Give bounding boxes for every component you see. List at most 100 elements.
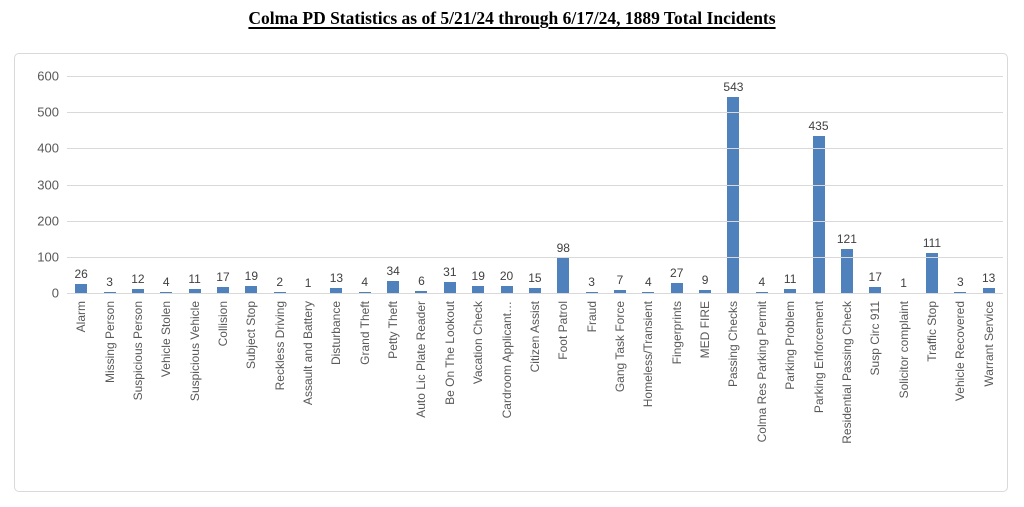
bar [188, 289, 201, 293]
bar-column: 3 [95, 76, 123, 293]
x-label-column: Suspicious Vehicle [180, 297, 208, 487]
x-label-column: Homeless/Transient [634, 297, 662, 487]
bar-value-label: 13 [981, 271, 996, 286]
x-label-column: Vacation Check [464, 297, 492, 487]
bar-column: 15 [521, 76, 549, 293]
x-axis-label: Reckless Driving [272, 301, 287, 391]
bar-value-label: 111 [922, 235, 942, 250]
bar-value-label: 17 [216, 269, 230, 284]
bar-value-label: 19 [244, 269, 259, 284]
x-label-column: Solicitor complaint [889, 297, 917, 487]
bar-value-label: 4 [162, 274, 170, 289]
x-axis-labels: Alarm Missing Person Suspicious Person Vehi… [67, 297, 1003, 487]
x-axis-label: Parking Problem [783, 301, 798, 390]
x-axis-label: Collision [215, 301, 230, 347]
plot-area: 26 3 12 4 11 17 19 2 1 13 4 34 6 31 19 20 15 98 3 7 4 27 9 543 4… [67, 76, 1003, 294]
bar [415, 290, 428, 293]
y-axis-tick-label: 600 [37, 68, 59, 84]
x-axis-label: Fraud [584, 301, 599, 333]
bar-column: 11 [776, 76, 804, 293]
bar-chart: 0 100 200 300 400 500 600 26 3 12 4 11 17 19 2 1 13 4 34 6… [14, 53, 1008, 492]
bar [500, 285, 513, 293]
x-axis-label: Suspicious Person [130, 301, 145, 401]
bar [982, 288, 995, 293]
x-axis-label: Missing Person [102, 301, 117, 384]
x-axis-label: Colma Res Parking Permit [754, 301, 769, 443]
gridline [67, 293, 1003, 294]
x-axis-label: Vehicle Stolen [159, 301, 174, 378]
x-axis-label: Vehicle Recovered [953, 301, 968, 402]
bar [245, 286, 258, 293]
bar-column: 1 [889, 76, 917, 293]
x-label-column: Fingerprints [663, 297, 691, 487]
x-label-column: Passing Checks [719, 297, 747, 487]
bar-column: 3 [946, 76, 974, 293]
bar-column: 2 [266, 76, 294, 293]
bar-column: 13 [322, 76, 350, 293]
bar-value-label: 4 [758, 274, 766, 289]
bar-value-label: 4 [645, 274, 652, 289]
x-axis-label: Auto Lic Plate Reader [414, 301, 429, 418]
x-label-column: Be On The Lookout [436, 297, 464, 487]
x-axis-label: Parking Enforcement [811, 301, 826, 414]
bar-value-label: 2 [276, 275, 284, 290]
x-label-column: Disturbance [322, 297, 350, 487]
x-label-column: Gang Task Force [606, 297, 634, 487]
bar [387, 280, 400, 293]
bar-value-label: 3 [106, 274, 113, 289]
bar [925, 252, 938, 293]
bar-value-label: 3 [956, 274, 964, 289]
bar [954, 291, 967, 293]
bar-value-label: 26 [74, 266, 88, 281]
x-label-column: Colma Res Parking Permit [748, 297, 776, 487]
bar-value-label: 121 [836, 232, 857, 247]
x-axis-label: Homeless/Transient [641, 301, 656, 408]
x-label-column: Petty Theft [379, 297, 407, 487]
x-label-column: Vehicle Recovered [946, 297, 974, 487]
bar-column: 6 [407, 76, 435, 293]
x-axis-label: MED FIRE [698, 301, 713, 359]
x-axis-label: Petty Theft [386, 301, 401, 359]
bar-column: 26 [67, 76, 95, 293]
bar-column: 4 [152, 76, 180, 293]
x-axis-label: Fingerprints [669, 301, 684, 365]
x-axis-label: Traffic Stop [924, 301, 939, 362]
bar-value-label: 98 [556, 240, 570, 255]
x-axis-label: Cardroom Applicant… [499, 301, 514, 419]
x-axis-label: Suspicious Vehicle [187, 301, 202, 402]
bar-column: 17 [861, 76, 889, 293]
x-axis-label: Grand Theft [357, 301, 372, 365]
x-axis-label: Subject Stop [244, 301, 259, 370]
x-label-column: Subject Stop [237, 297, 265, 487]
bar [273, 292, 286, 293]
bar [131, 288, 144, 293]
bar-column: 19 [237, 76, 265, 293]
x-axis-label: Susp Circ 911 [868, 301, 883, 376]
bar [727, 96, 740, 293]
x-label-column: MED FIRE [691, 297, 719, 487]
bar-column: 31 [436, 76, 464, 293]
bar-value-label: 6 [418, 273, 425, 288]
bar [443, 281, 456, 293]
bar-column: 4 [351, 76, 379, 293]
bar [840, 249, 853, 293]
bar-column: 4 [748, 76, 776, 293]
bar-column: 435 [804, 76, 832, 293]
gridline [67, 184, 1003, 186]
bar [784, 289, 797, 293]
x-axis-label: Vacation Check [471, 301, 486, 385]
bar-value-label: 20 [499, 268, 514, 283]
bar-value-label: 17 [868, 269, 882, 284]
x-axis-label: Alarm [74, 301, 89, 333]
bar-value-label: 15 [528, 270, 542, 285]
x-label-column: Assault and Battery [294, 297, 322, 487]
y-axis: 0 100 200 300 400 500 600 [15, 69, 59, 301]
bar [812, 135, 825, 293]
x-label-column: Susp Circ 911 [861, 297, 889, 487]
bar-column: 11 [180, 76, 208, 293]
bar-value-label: 12 [131, 271, 145, 286]
bar-value-label: 3 [588, 274, 595, 289]
y-axis-tick-label: 500 [37, 104, 59, 120]
chart-title: Colma PD Statistics as of 5/21/24 throug… [248, 8, 776, 28]
x-axis-label: Gang Task Force [613, 301, 627, 393]
